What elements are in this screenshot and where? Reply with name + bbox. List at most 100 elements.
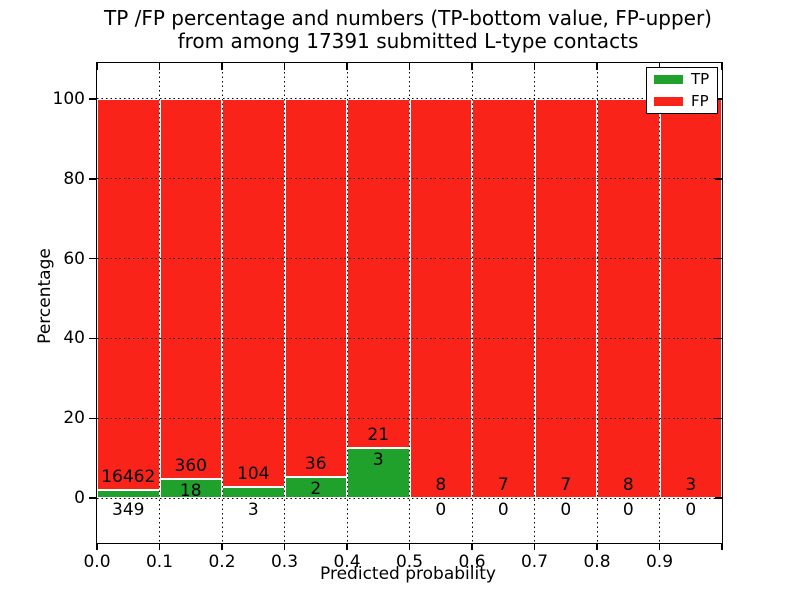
tp-count-label: 18 bbox=[179, 481, 202, 502]
x-axis-label: Predicted probability bbox=[320, 564, 496, 584]
chart-title-line1: TP /FP percentage and numbers (TP-bottom… bbox=[104, 6, 712, 30]
tp-count-label: 3 bbox=[247, 500, 259, 521]
fp-count-label: 8 bbox=[435, 475, 447, 496]
x-tick-top bbox=[158, 63, 161, 70]
y-tick-right bbox=[715, 497, 722, 499]
fp-bar-segment bbox=[97, 98, 160, 490]
x-tick-label: 0.2 bbox=[208, 552, 236, 572]
x-tick-label: 0.4 bbox=[333, 552, 361, 572]
v-gridline bbox=[596, 63, 598, 543]
x-tick-label: 0.9 bbox=[645, 552, 674, 572]
x-tick-top bbox=[533, 63, 536, 70]
tp-count-label: 0 bbox=[497, 500, 509, 521]
x-tick-top bbox=[471, 63, 473, 70]
legend-item-tp: TP bbox=[647, 68, 717, 90]
y-tick bbox=[88, 257, 96, 260]
fp-bar-segment bbox=[597, 98, 660, 499]
x-tick-top bbox=[596, 63, 598, 70]
plot-area: 0.0 0.1 0.2 0.3 0.4 0.5 0.6 0.7 0.8 0.9 0 20 40 60 80 1… bbox=[53, 62, 723, 572]
y-tick-label: 0 bbox=[74, 488, 85, 509]
fp-count-label: 7 bbox=[560, 475, 572, 496]
fp-count-label: 8 bbox=[622, 475, 634, 496]
x-tick bbox=[221, 543, 223, 550]
fp-count-label: 104 bbox=[237, 463, 270, 484]
y-tick-right bbox=[715, 98, 722, 100]
legend: TP FP bbox=[646, 67, 718, 114]
v-gridline bbox=[409, 63, 410, 543]
x-tick-label: 0.3 bbox=[270, 552, 299, 572]
x-tick-top bbox=[221, 63, 223, 70]
chart-title: TP /FP percentage and numbers (TP-bottom… bbox=[16, 7, 800, 53]
grid-layer bbox=[97, 63, 722, 543]
y-tick bbox=[88, 337, 96, 340]
x-tick-label: 0.5 bbox=[395, 552, 424, 572]
tp-count-label: 3 bbox=[372, 450, 384, 471]
h-gridline bbox=[97, 497, 722, 499]
y-tick-label: 60 bbox=[63, 248, 85, 269]
x-tick-label: 0.1 bbox=[145, 552, 174, 572]
y-tick bbox=[88, 417, 96, 419]
y-tick-label: 100 bbox=[52, 88, 85, 109]
fp-bar-segment bbox=[659, 98, 722, 499]
y-tick-right bbox=[715, 178, 722, 180]
fp-legend-label: FP bbox=[691, 91, 709, 110]
tp-legend-swatch bbox=[654, 74, 683, 84]
x-tick-top bbox=[658, 63, 661, 70]
x-tick bbox=[533, 543, 536, 550]
y-tick-label: 80 bbox=[63, 168, 85, 189]
h-gridline bbox=[97, 417, 722, 419]
tp-count-label: 349 bbox=[112, 500, 145, 521]
tp-count-label: 0 bbox=[685, 500, 697, 521]
v-gridline bbox=[284, 63, 285, 543]
v-gridline bbox=[659, 63, 660, 543]
y-tick-label: 20 bbox=[63, 408, 85, 429]
x-tick-top bbox=[721, 63, 723, 70]
y-tick-right bbox=[715, 417, 722, 419]
fp-bar-segment bbox=[472, 98, 535, 499]
y-tick-right bbox=[715, 337, 722, 340]
fp-count-label: 3 bbox=[685, 475, 697, 496]
fp-count-label: 36 bbox=[304, 454, 327, 475]
x-tick bbox=[596, 543, 598, 550]
h-gridline bbox=[97, 178, 722, 180]
tp-legend-label: TP bbox=[691, 69, 710, 88]
fp-legend-swatch bbox=[654, 96, 683, 106]
v-gridline bbox=[471, 63, 473, 543]
x-tick bbox=[408, 543, 411, 550]
fp-count-label: 360 bbox=[174, 456, 207, 477]
x-tick-label: 0.0 bbox=[83, 552, 111, 572]
tp-count-label: 0 bbox=[435, 500, 447, 521]
fp-count-label: 21 bbox=[367, 425, 390, 446]
y-tick bbox=[88, 98, 96, 100]
x-tick bbox=[721, 543, 723, 550]
tp-count-label: 0 bbox=[560, 500, 572, 521]
h-gridline bbox=[97, 337, 722, 339]
v-gridline bbox=[159, 63, 160, 543]
tick-layer: 0.0 0.1 0.2 0.3 0.4 0.5 0.6 0.7 0.8 0.9 0 20 40 60 80 1… bbox=[53, 63, 723, 572]
x-tick-top bbox=[283, 63, 286, 70]
x-tick-top bbox=[408, 63, 411, 70]
x-tick-top bbox=[346, 63, 348, 70]
tp-count-label: 2 bbox=[310, 479, 322, 500]
y-tick bbox=[88, 178, 96, 180]
x-tick bbox=[96, 543, 98, 550]
x-tick bbox=[658, 543, 661, 550]
x-tick bbox=[471, 543, 473, 550]
chart-title-line2: from among 17391 submitted L-type contac… bbox=[177, 29, 639, 53]
x-tick-label: 0.8 bbox=[583, 552, 611, 572]
x-tick bbox=[283, 543, 286, 550]
x-tick bbox=[346, 543, 348, 550]
y-tick-right bbox=[715, 257, 722, 260]
v-gridline bbox=[346, 63, 348, 543]
y-tick bbox=[88, 497, 96, 499]
bar-labels-layer: 16462 349 360 18 104 3 36 2 21 3 8 0 7 0 7 0 8 0 3 0 bbox=[97, 63, 722, 543]
x-tick-label: 0.7 bbox=[520, 552, 549, 572]
y-tick-label: 40 bbox=[63, 328, 85, 349]
x-tick bbox=[158, 543, 161, 550]
x-tick-top bbox=[96, 63, 98, 70]
legend-item-fp: FP bbox=[647, 90, 717, 112]
tp-count-label: 0 bbox=[622, 500, 634, 521]
v-gridline bbox=[534, 63, 535, 543]
fp-count-label: 7 bbox=[497, 475, 509, 496]
